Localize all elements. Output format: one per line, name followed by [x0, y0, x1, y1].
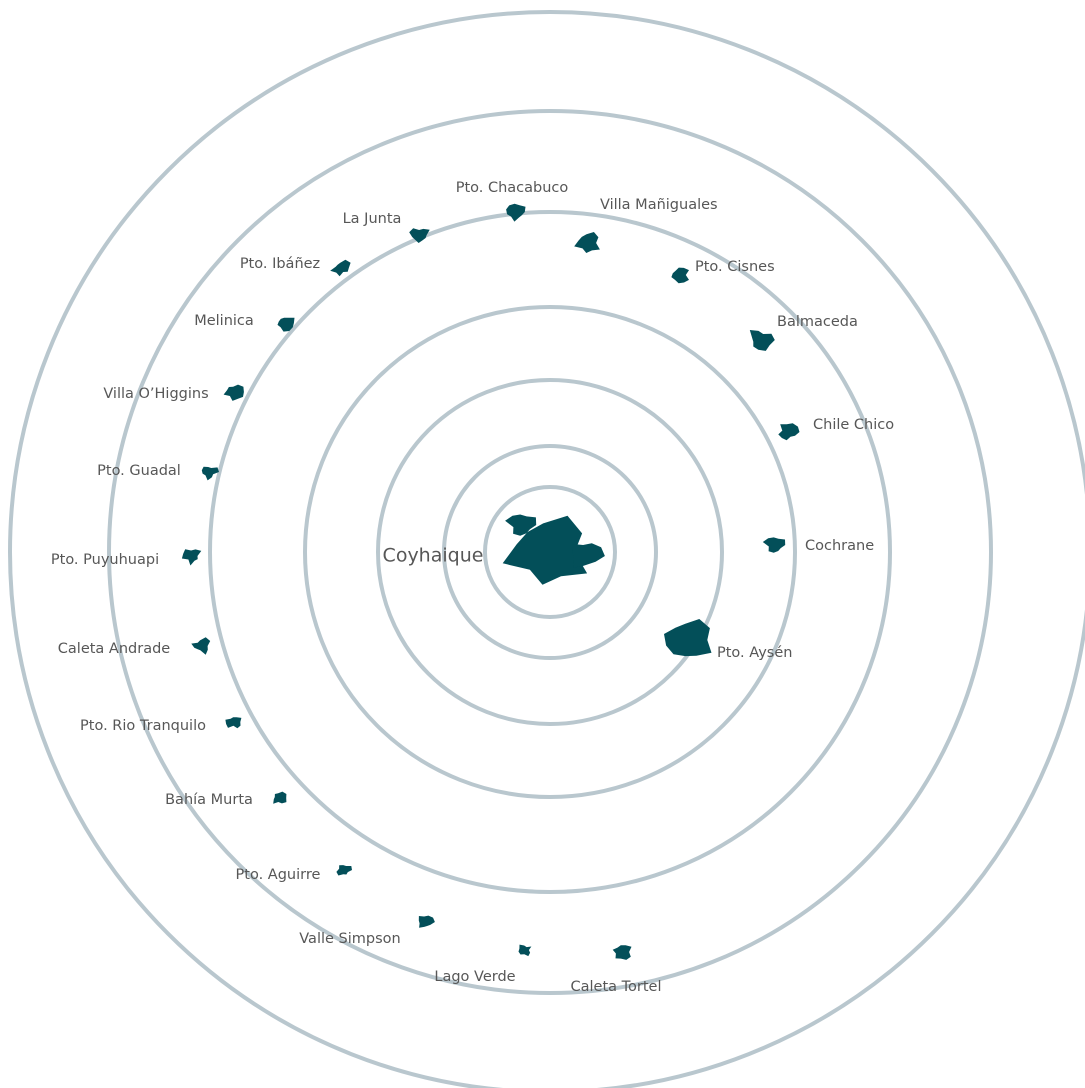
- center-shape: [505, 514, 537, 536]
- place-label: Pto. Rio Tranquilo: [80, 718, 206, 734]
- ring: [8, 10, 1085, 1088]
- ring: [107, 109, 993, 995]
- place-shape: [277, 317, 295, 332]
- place-label: Pto. Cisnes: [695, 259, 775, 275]
- rings: [8, 10, 1085, 1088]
- place-label: Caleta Andrade: [58, 641, 171, 657]
- place-shape: [223, 384, 244, 401]
- place-shape: [749, 330, 775, 351]
- place-shape: [273, 791, 287, 804]
- place-label: Valle Simpson: [299, 931, 400, 947]
- place-label: Bahía Murta: [165, 792, 253, 808]
- place-label: Pto. Chacabuco: [456, 180, 569, 196]
- place-label: Chile Chico: [813, 417, 894, 433]
- place-shape: [225, 717, 242, 729]
- place-label: Pto. Puyuhuapi: [51, 552, 159, 568]
- place-label: Lago Verde: [434, 969, 515, 985]
- place-label: Pto. Ibáñez: [240, 256, 320, 272]
- place-shape: [191, 637, 211, 655]
- center-shape: [572, 543, 605, 568]
- place-shape: [778, 423, 800, 441]
- place-shape: [409, 228, 430, 243]
- place-label: Pto. Aguirre: [236, 867, 321, 883]
- place-label: Pto. Guadal: [97, 463, 181, 479]
- center-shape: [502, 515, 588, 585]
- ring: [483, 485, 617, 619]
- place-label: Balmaceda: [777, 314, 858, 330]
- place-label: Villa Mañiguales: [600, 197, 718, 213]
- place-shape: [336, 865, 352, 876]
- place-label: Cochrane: [805, 538, 874, 554]
- ring: [208, 210, 892, 894]
- place-label: Caleta Tortel: [570, 979, 661, 995]
- place-shape: [506, 203, 526, 222]
- place-label: Pto. Aysén: [717, 645, 792, 661]
- place-shape: [181, 549, 202, 566]
- place-shape: [330, 259, 351, 277]
- ring: [442, 444, 658, 660]
- place-shape: [518, 944, 532, 957]
- place-label: Villa O’Higgins: [103, 386, 208, 402]
- place-label: La Junta: [343, 211, 402, 227]
- center-label: Coyhaique: [383, 545, 484, 567]
- place-shape: [664, 619, 712, 657]
- place-shape: [671, 267, 689, 284]
- place-label: Melinica: [194, 313, 254, 329]
- place-shape: [762, 537, 786, 553]
- ring: [376, 378, 724, 726]
- ring: [303, 305, 797, 799]
- place-shape: [201, 466, 219, 481]
- place-shape: [612, 945, 632, 960]
- place-shape: [418, 915, 435, 928]
- place-shape: [574, 232, 600, 253]
